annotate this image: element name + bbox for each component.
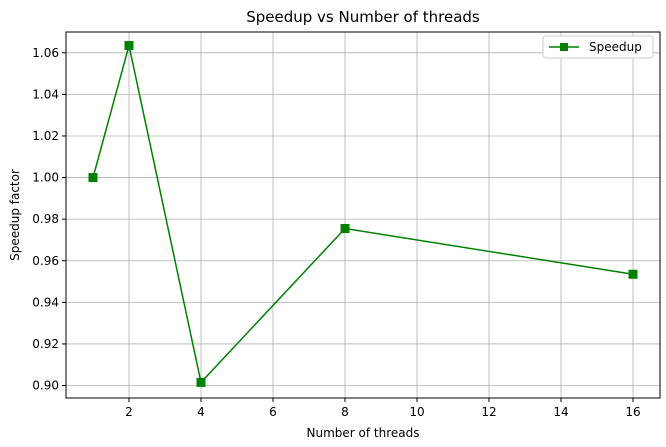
legend-box [542,35,654,59]
data-point [628,269,638,279]
grid [66,32,660,398]
x-axis-label: Number of threads [307,426,420,440]
data-point [340,224,350,234]
legend: Speedup [542,35,654,59]
y-tick-label: 1.04 [32,87,59,101]
series-line [92,45,634,384]
y-tick-label: 0.94 [32,295,59,309]
y-tick-label: 0.92 [32,337,59,351]
x-tick-label: 4 [197,405,205,419]
data-point [124,41,134,51]
y-tick-label: 0.90 [32,379,59,393]
x-tick-label: 10 [409,405,424,419]
axis-ticks: 2 4 6 8 10 12 14 16 0.90 0.92 0.94 0.96 0.98 1.00 1.02… [32,46,640,419]
x-tick-label: 6 [269,405,277,419]
data-point [88,173,98,183]
y-tick-label: 1.02 [32,129,59,143]
x-tick-label: 14 [553,405,568,419]
x-tick-label: 2 [125,405,133,419]
series-layer [88,41,638,387]
y-tick-label: 1.00 [32,171,59,185]
y-tick-label: 0.96 [32,254,59,268]
legend-label: Speedup [589,40,642,54]
y-axis-label: Speedup factor [8,169,22,261]
legend-marker-sample [560,43,568,51]
x-tick-label: 16 [625,405,640,419]
data-point [196,377,206,387]
y-tick-label: 0.98 [32,212,59,226]
x-tick-label: 12 [481,405,496,419]
y-tick-label: 1.06 [32,46,59,60]
chart-title: Speedup vs Number of threads [246,8,480,26]
plot-area-frame [65,31,661,399]
x-tick-label: 8 [341,405,349,419]
